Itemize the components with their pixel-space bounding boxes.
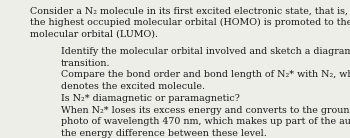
Text: Compare the bond order and bond length of N₂* with N₂, where the asterisk: Compare the bond order and bond length o… — [61, 70, 350, 79]
Text: the energy difference between these level.: the energy difference between these leve… — [61, 129, 267, 138]
Text: molecular orbital (LUMO).: molecular orbital (LUMO). — [30, 30, 158, 39]
Text: photo of wavelength 470 nm, which makes up part of the aurora lights. Calculate: photo of wavelength 470 nm, which makes … — [61, 117, 350, 126]
Text: Identify the molecular orbital involved and sketch a diagram to show the: Identify the molecular orbital involved … — [61, 47, 350, 56]
Text: the highest occupied molecular orbital (HOMO) is promoted to the lowest unoccupi: the highest occupied molecular orbital (… — [30, 18, 350, 27]
Text: Consider a N₂ molecule in its first excited electronic state, that is, when an e: Consider a N₂ molecule in its first exci… — [30, 6, 350, 15]
Text: transition.: transition. — [61, 59, 111, 68]
Text: denotes the excited molecule.: denotes the excited molecule. — [61, 82, 205, 91]
Text: Is N₂* diamagnetic or paramagnetic?: Is N₂* diamagnetic or paramagnetic? — [61, 94, 240, 103]
Text: When N₂* loses its excess energy and converts to the ground state N₂, it emits a: When N₂* loses its excess energy and con… — [61, 106, 350, 115]
